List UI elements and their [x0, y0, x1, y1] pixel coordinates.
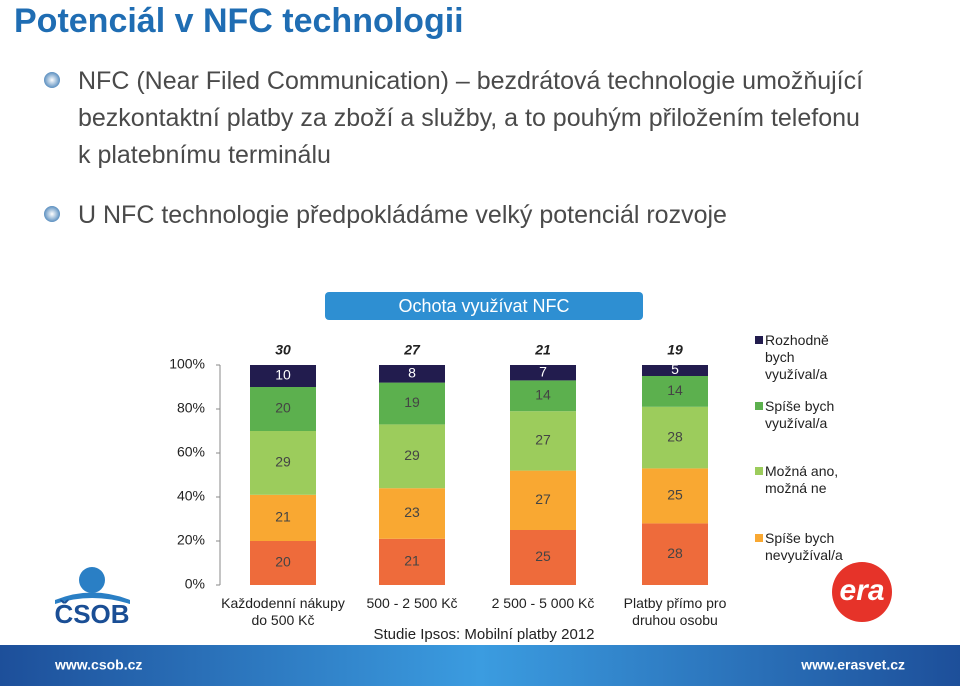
y-tick-label: 100%	[169, 356, 205, 372]
chart-header	[325, 292, 643, 320]
data-label: 29	[275, 454, 291, 470]
data-label: 25	[667, 487, 683, 503]
bar-segment	[642, 376, 708, 407]
total-label: 27	[403, 342, 421, 358]
bar-segment	[250, 431, 316, 495]
bar-segment	[510, 365, 576, 381]
logo-shape	[832, 562, 892, 622]
legend-label: Možná ano, možná ne	[765, 463, 839, 496]
data-label: 28	[667, 545, 683, 561]
legend-label: Rozhodně bych využíval/a	[765, 332, 829, 382]
data-label: 28	[667, 428, 683, 444]
bar-segment	[642, 468, 708, 524]
bar-segment	[250, 365, 316, 387]
logo-right: era	[839, 574, 884, 607]
data-label: 7	[539, 363, 547, 379]
data-label: 25	[535, 548, 551, 564]
data-label: 29	[404, 447, 420, 463]
legend-swatch	[755, 402, 763, 410]
data-label: 27	[535, 491, 551, 507]
bullet-text: U NFC technologie předpokládáme velký po…	[78, 201, 727, 229]
data-label: 20	[275, 554, 291, 570]
x-tick-label: 2 500 - 5 000 Kč	[491, 595, 595, 611]
data-label: 27	[535, 432, 551, 448]
bar-segment	[510, 470, 576, 530]
data-label: 21	[404, 553, 420, 569]
y-tick-label: 20%	[177, 532, 205, 548]
footer-right: www.erasvet.cz	[800, 657, 905, 673]
x-tick-label: Každodenní nákupy do 500 Kč	[221, 595, 345, 628]
total-label: 21	[534, 342, 551, 358]
bar-segment	[510, 380, 576, 412]
bullet-text: NFC (Near Filed Communication) – bezdrát…	[78, 67, 864, 169]
footer-bar	[0, 645, 960, 686]
legend-swatch	[755, 336, 763, 344]
total-label: 30	[275, 342, 291, 358]
legend-swatch	[755, 467, 763, 475]
logo-left: ČSOB	[54, 599, 129, 629]
logo-shape	[79, 567, 105, 593]
data-label: 21	[275, 509, 291, 525]
total-label: 19	[667, 342, 683, 358]
bar-segment	[642, 523, 708, 585]
bar-segment	[250, 494, 316, 541]
bar-segment	[642, 406, 708, 469]
data-label: 10	[275, 367, 291, 383]
bar-segment	[250, 541, 316, 585]
bar-segment	[379, 538, 445, 585]
bar-segment	[250, 387, 316, 431]
chart-title: Ochota využívat NFC	[398, 296, 569, 316]
bar-segment	[379, 424, 445, 489]
data-label: 23	[404, 504, 420, 520]
y-tick-label: 40%	[177, 488, 205, 504]
bar-segment	[379, 365, 445, 383]
footer-left: www.csob.cz	[54, 657, 142, 673]
data-label: 20	[275, 400, 291, 416]
source: Studie Ipsos: Mobilní platby 2012	[374, 626, 595, 643]
bar-segment	[510, 530, 576, 585]
x-tick-label: Platby přímo pro druhou osobu	[623, 595, 727, 628]
legend-swatch	[755, 534, 763, 542]
bar-segment	[379, 382, 445, 425]
bullet-dot	[44, 206, 60, 222]
y-tick-label: 60%	[177, 444, 205, 460]
bar-segment	[379, 488, 445, 539]
bullet-dot	[44, 72, 60, 88]
data-label: 8	[408, 365, 416, 381]
bar-segment	[642, 365, 708, 376]
legend-label: Spíše bych nevyužíval/a	[765, 530, 843, 563]
data-label: 19	[404, 394, 420, 410]
y-tick-label: 0%	[185, 576, 205, 592]
legend-label: Spíše bych využíval/a	[765, 398, 835, 431]
bar-segment	[510, 411, 576, 471]
title: Potenciál v NFC technologii	[14, 2, 464, 40]
logo-shape	[55, 592, 130, 604]
x-tick-label: 500 - 2 500 Kč	[366, 595, 458, 611]
data-label: 5	[671, 361, 679, 377]
data-label: 14	[535, 387, 551, 403]
y-tick-label: 80%	[177, 400, 205, 416]
data-label: 14	[667, 382, 683, 398]
